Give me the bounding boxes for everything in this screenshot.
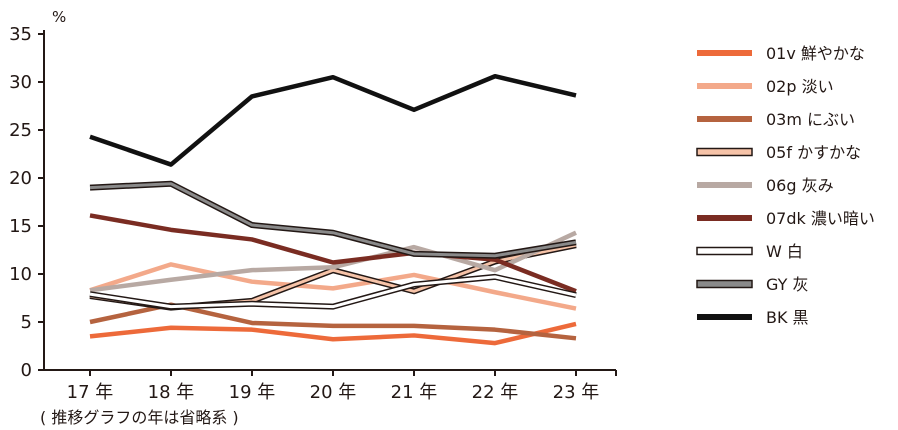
series-line	[89, 213, 577, 294]
series-line	[89, 302, 577, 341]
y-axis-unit: %	[52, 8, 67, 26]
series-line	[89, 321, 577, 346]
x-tick-label: 19 年	[229, 382, 276, 403]
x-tick-label: 22 年	[472, 382, 519, 403]
y-tick-label: 35	[9, 24, 32, 45]
y-tick-label: 10	[9, 264, 32, 285]
legend-swatch	[696, 246, 753, 256]
y-tick-label: 15	[9, 216, 32, 237]
x-tick-label: 23 年	[553, 382, 600, 403]
y-tick-label: 30	[9, 72, 32, 93]
legend-label: 01v 鮮やかな	[766, 44, 865, 63]
legend-label: 06g 灰み	[766, 176, 834, 195]
y-tick-label: 25	[9, 120, 32, 141]
series-line-outline	[89, 180, 577, 259]
legend-swatch	[696, 279, 753, 289]
y-tick-label: 20	[9, 168, 32, 189]
series-line	[89, 262, 577, 311]
x-tick-label: 20 年	[310, 382, 357, 403]
legend-label: 02p 淡い	[766, 77, 834, 96]
x-tick-label: 21 年	[391, 382, 438, 403]
legend-label: 03m にぶい	[766, 110, 855, 129]
legend-label: BK 黒	[766, 308, 809, 327]
chart-note: ( 推移グラフの年は省略系 )	[40, 408, 239, 427]
legend-label: 05f かすかな	[766, 143, 861, 162]
series-line	[89, 73, 577, 167]
y-tick-label: 5	[21, 312, 32, 333]
legend-swatch	[696, 147, 753, 157]
x-tick-label: 18 年	[148, 382, 195, 403]
y-tick-label: 0	[21, 360, 32, 381]
x-tick-label: 17 年	[67, 382, 114, 403]
series-line	[89, 230, 577, 293]
legend-label: GY 灰	[766, 275, 808, 294]
series-line	[89, 182, 577, 258]
legend-label: W 白	[766, 242, 803, 261]
legend-label: 07dk 濃い暗い	[766, 209, 875, 228]
series-line	[89, 275, 577, 309]
